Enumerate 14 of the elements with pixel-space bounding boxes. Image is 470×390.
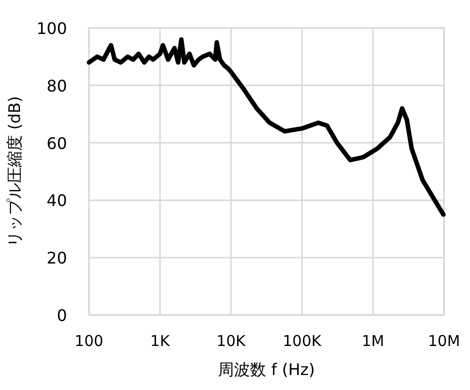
y-tick-label: 80 <box>46 76 67 96</box>
y-tick-label: 0 <box>56 306 67 325</box>
x-tick-label: 10M <box>428 332 460 350</box>
x-tick-label: 1K <box>150 332 171 350</box>
x-tick-label: 100 <box>74 332 104 350</box>
y-axis-title: リップル圧縮度 (dB) <box>5 96 24 247</box>
x-tick-label: 10K <box>216 332 247 350</box>
x-axis-title: 周波数 f (Hz) <box>218 360 315 379</box>
y-tick-label: 40 <box>46 191 67 210</box>
x-tick-label: 100K <box>282 332 322 350</box>
y-tick-label: 20 <box>46 248 67 268</box>
y-tick-label: 100 <box>36 19 67 38</box>
x-tick-label: 1M <box>362 332 384 350</box>
y-tick-label: 60 <box>46 134 67 153</box>
